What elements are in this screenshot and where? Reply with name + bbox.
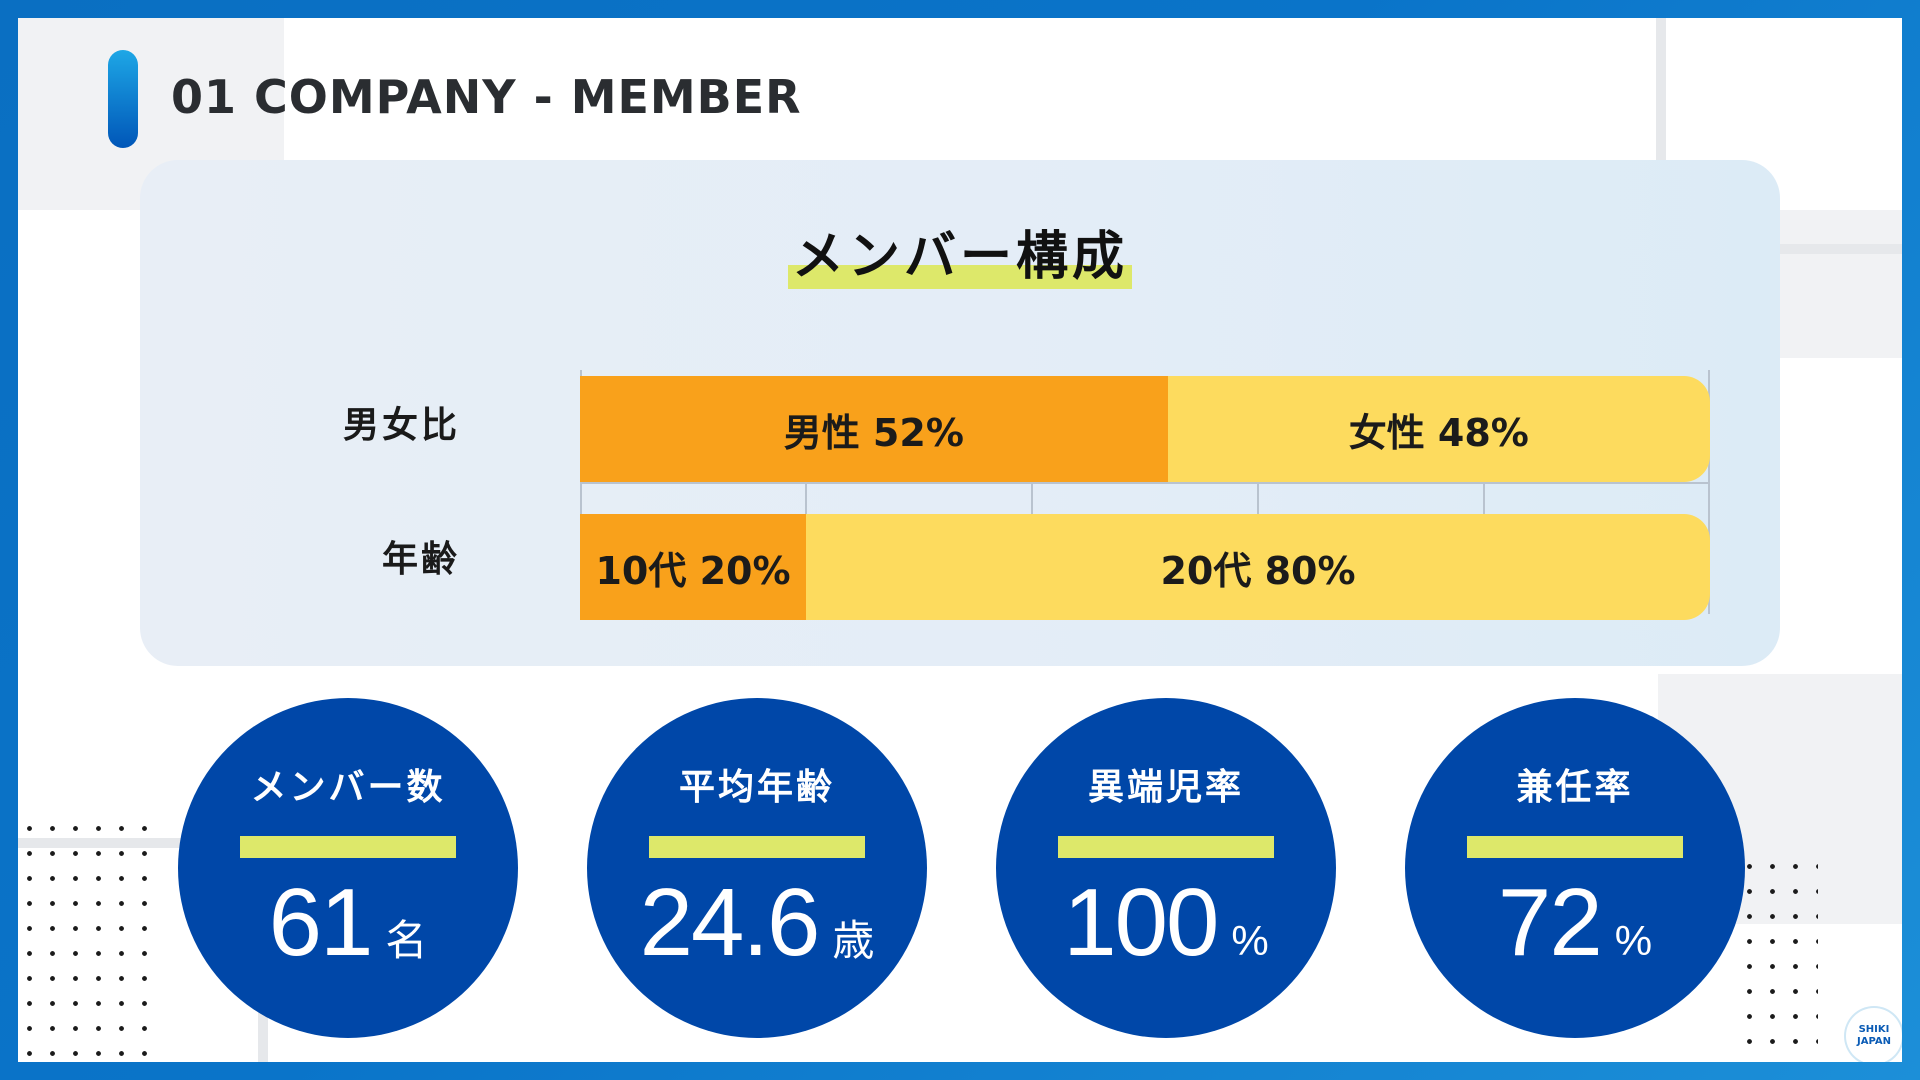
axis-tick xyxy=(1483,482,1485,516)
gender-ratio-label: 男女比 xyxy=(342,405,460,446)
slide-canvas: 01 COMPANY - MEMBER メンバー構成 男女比 年齢 男性 52%… xyxy=(18,18,1902,1062)
teens-segment-label: 10代 20% xyxy=(595,548,791,593)
female-segment: 女性 48% xyxy=(1167,376,1710,482)
stat-number: 61 xyxy=(268,869,374,976)
stat-number: 24.6 xyxy=(639,869,821,976)
twenties-segment: 20代 80% xyxy=(806,514,1710,620)
stat-value: 61 名 xyxy=(178,868,518,978)
page-title: 01 COMPANY - MEMBER xyxy=(171,70,802,124)
male-segment: 男性 52% xyxy=(580,376,1168,482)
decorative-line xyxy=(1656,18,1666,254)
axis-tick xyxy=(805,482,807,516)
title-accent-bar xyxy=(108,50,138,148)
stat-underline xyxy=(1467,836,1683,858)
axis-tick xyxy=(580,370,582,614)
stat-label: 兼任率 xyxy=(1516,767,1634,808)
axis-baseline xyxy=(580,482,1710,484)
shiki-japan-logo: SHIKI JAPAN xyxy=(1844,1006,1902,1062)
decorative-block xyxy=(1764,210,1902,358)
age-label: 年齢 xyxy=(381,539,460,580)
twenties-segment-label: 20代 80% xyxy=(1160,548,1356,593)
logo-line-2: JAPAN xyxy=(1857,1036,1891,1047)
male-segment-label: 男性 52% xyxy=(783,410,964,455)
stat-unit: % xyxy=(1231,917,1269,964)
stat-value: 24.6 歳 xyxy=(587,868,927,978)
teens-segment: 10代 20% xyxy=(580,514,806,620)
stat-label: メンバー数 xyxy=(250,767,446,808)
dot-pattern xyxy=(18,816,156,1062)
stat-value: 72% xyxy=(1405,868,1745,978)
logo-line-1: SHIKI xyxy=(1858,1024,1890,1035)
axis-tick xyxy=(1031,482,1033,516)
age-bar: 10代 20% 20代 80% xyxy=(580,514,1710,620)
axis-tick xyxy=(1708,370,1710,614)
axis-tick xyxy=(1257,482,1259,516)
maverick-rate-circle: 異端児率 100% xyxy=(996,698,1336,1038)
panel-heading-text: メンバー構成 xyxy=(787,214,1132,289)
stat-unit: 名 xyxy=(385,917,428,964)
female-segment-label: 女性 48% xyxy=(1348,410,1529,455)
stat-number: 100 xyxy=(1063,869,1219,976)
panel-heading: メンバー構成 xyxy=(140,214,1780,289)
gender-ratio-bar: 男性 52% 女性 48% xyxy=(580,376,1710,482)
concurrent-role-rate-circle: 兼任率 72% xyxy=(1405,698,1745,1038)
member-composition-panel: メンバー構成 男女比 年齢 男性 52% 女性 48% xyxy=(140,160,1780,666)
stat-number: 72 xyxy=(1497,869,1603,976)
stat-label: 異端児率 xyxy=(1087,767,1244,808)
stat-unit: % xyxy=(1614,917,1653,964)
stat-underline xyxy=(1058,836,1274,858)
stat-label: 平均年齢 xyxy=(678,767,835,808)
stat-underline xyxy=(649,836,865,858)
stat-underline xyxy=(240,836,456,858)
stat-unit: 歳 xyxy=(832,917,875,964)
average-age-circle: 平均年齢 24.6 歳 xyxy=(587,698,927,1038)
member-count-circle: メンバー数 61 名 xyxy=(178,698,518,1038)
dot-pattern xyxy=(1738,854,1818,1062)
stat-value: 100% xyxy=(996,868,1336,978)
